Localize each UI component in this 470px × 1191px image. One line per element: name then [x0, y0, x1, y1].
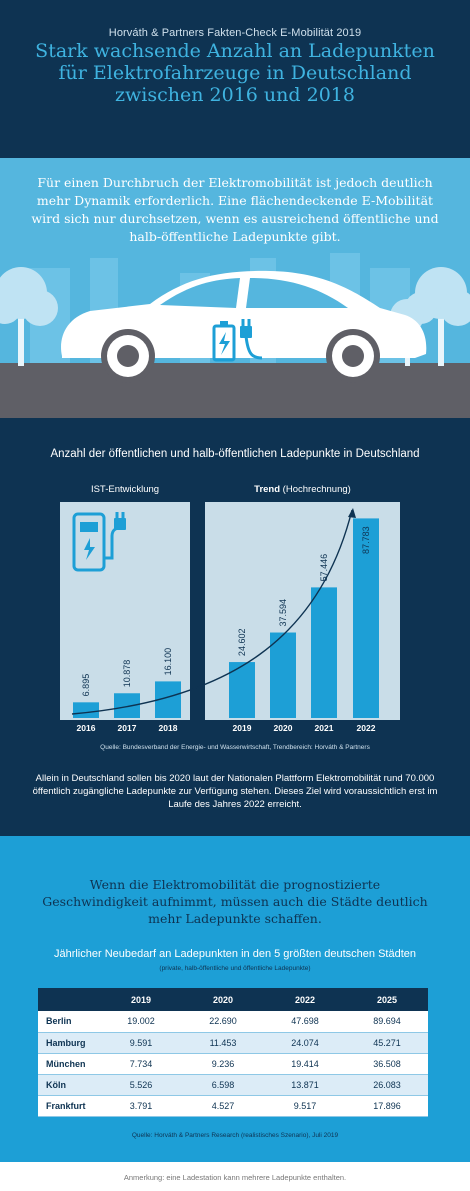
city-name: München	[38, 1053, 100, 1075]
table-row: Hamburg 9.591 11.453 24.074 45.271	[38, 1032, 428, 1054]
trend-arrow	[71, 509, 353, 715]
table-cell: 7.734	[100, 1053, 182, 1075]
city-name: Berlin	[38, 1011, 100, 1033]
label-ist: IST-Entwicklung	[90, 484, 160, 495]
table-cell: 89.694	[346, 1011, 428, 1033]
category-label-2020: 2020	[274, 723, 293, 733]
value-label-2016: 6.895	[81, 674, 91, 697]
city-car-illustration	[0, 253, 470, 418]
chart-section: Anzahl der öffentlichen und halb-öffentl…	[0, 418, 470, 836]
table-cell: 17.896	[346, 1095, 428, 1117]
value-label-2021: 57.446	[319, 554, 329, 582]
header-kicker: Horváth & Partners Fakten-Check E-Mobili…	[108, 27, 362, 39]
chart-title: Anzahl der öffentlichen und halb-öffentl…	[50, 448, 420, 460]
table-cell: 47.698	[264, 1011, 346, 1033]
value-label-2022: 87.783	[361, 526, 371, 554]
bar-2020	[270, 632, 296, 718]
category-label-2016: 2016	[77, 723, 96, 733]
category-label-2019: 2019	[233, 723, 252, 733]
table-row: Berlin 19.002 22.690 47.698 89.694	[38, 1011, 428, 1033]
column-header: 2019	[100, 988, 182, 1011]
table-cell: 4.527	[182, 1095, 264, 1117]
column-header: 2022	[264, 988, 346, 1011]
table-cell: 9.236	[182, 1053, 264, 1075]
value-label-2018: 16.100	[163, 648, 173, 676]
bar-2022	[353, 518, 379, 718]
table-row: Köln 5.526 6.598 13.871 26.083	[38, 1074, 428, 1096]
table-cell: 11.453	[182, 1032, 264, 1054]
charging-station-icon	[72, 512, 126, 572]
bar-2021	[311, 587, 337, 718]
table-source: Quelle: Horváth & Partners Research (rea…	[131, 1132, 339, 1139]
column-header: 2020	[182, 988, 264, 1011]
table-cell: 13.871	[264, 1074, 346, 1096]
table-cell: 36.508	[346, 1053, 428, 1075]
label-trend-bold: Trend	[254, 484, 281, 495]
trend-arrow-head	[348, 508, 356, 518]
table-cell: 19.414	[264, 1053, 346, 1075]
category-label-2022: 2022	[357, 723, 376, 733]
table-cell: 6.598	[182, 1074, 264, 1096]
category-label-2021: 2021	[315, 723, 334, 733]
chart-note: Allein in Deutschland sollen bis 2020 la…	[32, 773, 438, 810]
bar-chart: 6.895 2016 10.878 2017 16.100 2018 24.602 2019 3…	[60, 502, 400, 733]
table-header-row: 2019 2020 2022 2025	[38, 988, 428, 1011]
column-header	[38, 988, 100, 1011]
bar-2016	[73, 702, 99, 718]
intro-text: Für einen Durchbruch der Elektromobilitä…	[31, 175, 439, 244]
value-label-2019: 24.602	[237, 629, 247, 657]
label-trend: Trend (Hochrechnung)	[205, 484, 400, 495]
city-lead-text: Wenn die Elektromobilität die prognostiz…	[42, 877, 428, 926]
value-label-2020: 37.594	[278, 599, 288, 627]
footer-note: Anmerkung: eine Ladestation kann mehrere…	[123, 1173, 347, 1182]
value-label-2017: 10.878	[122, 660, 132, 688]
table-cell: 9.517	[264, 1095, 346, 1117]
table-cell: 45.271	[346, 1032, 428, 1054]
label-trend-rest: (Hochrechnung)	[280, 484, 351, 495]
table-cell: 3.791	[100, 1095, 182, 1117]
table-cell: 19.002	[100, 1011, 182, 1033]
table-cell: 9.591	[100, 1032, 182, 1054]
bar-2017	[114, 693, 140, 718]
hero-section: Für einen Durchbruch der Elektromobilitä…	[0, 158, 470, 418]
category-label-2018: 2018	[159, 723, 178, 733]
table-cell: 22.690	[182, 1011, 264, 1033]
table-row: München 7.734 9.236 19.414 36.508	[38, 1053, 428, 1075]
city-name: Frankfurt	[38, 1095, 100, 1117]
table-row: Frankfurt 3.791 4.527 9.517 17.896	[38, 1095, 428, 1117]
city-name: Köln	[38, 1074, 100, 1096]
city-section: Wenn die Elektromobilität die prognostiz…	[0, 836, 470, 1162]
battery-plug-icon	[212, 319, 263, 362]
header: Horváth & Partners Fakten-Check E-Mobili…	[0, 0, 470, 158]
page-title: Stark wachsende Anzahl an Ladepunkten fü…	[35, 40, 435, 106]
footer: Anmerkung: eine Ladestation kann mehrere…	[0, 1162, 470, 1191]
city-table: 2019 2020 2022 2025 Berlin 19.002 22.690 47.69…	[38, 988, 428, 1117]
category-label-2017: 2017	[118, 723, 137, 733]
bars-group: 6.895 2016 10.878 2017 16.100 2018 24.602 2019 3…	[71, 508, 379, 733]
city-name: Hamburg	[38, 1032, 100, 1054]
tree-left-icon	[0, 267, 58, 366]
table-cell: 5.526	[100, 1074, 182, 1096]
chart-source: Quelle: Bundesverband der Energie- und W…	[100, 744, 370, 751]
table-title: Jährlicher Neubedarf an Ladepunkten in d…	[53, 948, 417, 960]
column-header: 2025	[346, 988, 428, 1011]
table-cell: 24.074	[264, 1032, 346, 1054]
table-subtitle: (private, halb-öffentliche und öffentlic…	[159, 965, 311, 972]
table-cell: 26.083	[346, 1074, 428, 1096]
